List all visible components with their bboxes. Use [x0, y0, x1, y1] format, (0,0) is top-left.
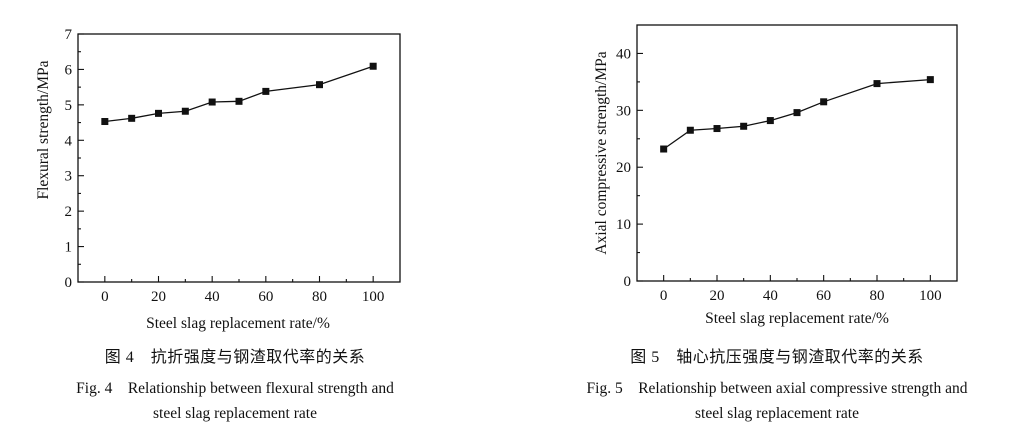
flexural-data-point [181, 107, 189, 115]
flexural-data-point [155, 109, 162, 117]
axial-x-tick-label: 80 [870, 288, 885, 304]
figure-4-caption: 图 4 抗折强度与钢渣取代率的关系 Fig. 4 Relationship be… [0, 343, 470, 426]
axial-y-tick-label: 20 [616, 160, 631, 176]
flexural-data-point [369, 62, 377, 70]
flexural-x-tick-label: 40 [205, 289, 220, 305]
flexural-y-tick-label: 3 [65, 169, 73, 185]
axial-data-point [660, 145, 668, 153]
flexural-data-point [101, 118, 109, 126]
flexural-plot-frame [77, 33, 401, 283]
axial-y-tick-label: 10 [616, 217, 631, 233]
flexural-y-tick-label: 4 [65, 133, 73, 149]
axial-compressive-strength-chart: 0 20 40 60 80 100 0 10 20 30 40 Steel slag replace… [593, 24, 958, 327]
axial-y-tick-label: 40 [616, 46, 631, 62]
axial-x-tick-label: 20 [710, 288, 725, 304]
flexural-y-tick-label: 0 [65, 275, 73, 291]
flexural-x-tick-label: 0 [101, 289, 109, 305]
flexural-series-line [104, 65, 374, 123]
axial-data-point [926, 76, 934, 84]
flexural-strength-chart: 0 20 40 60 80 100 0 1 2 3 4 5 6 7 Steel slag replacem… [35, 27, 401, 332]
axial-y-tick-label: 0 [624, 274, 632, 290]
figure-5-caption-english-line1: Fig. 5 Relationship between axial compre… [586, 380, 968, 397]
flexural-y-tick-label: 2 [65, 204, 73, 220]
axial-x-tick-label: 60 [816, 288, 831, 304]
flexural-y-tick-label: 7 [65, 27, 73, 43]
figure-4-caption-english-line1: Fig. 4 Relationship between flexural str… [76, 380, 394, 397]
axial-x-tick-label: 40 [763, 288, 778, 304]
flexural-x-tick-label: 100 [362, 289, 385, 305]
axial-y-tick-label: 30 [616, 103, 631, 119]
axial-data-point [793, 109, 801, 117]
flexural-y-tick-label: 6 [65, 62, 73, 78]
axial-data-point [740, 122, 748, 130]
flexural-x-tick-label: 80 [312, 289, 327, 305]
flexural-y-tick-label: 5 [65, 98, 73, 114]
flexural-x-axis-title: Steel slag replacement rate/% [146, 315, 330, 332]
figure-5-caption-english-line2: steel slag replacement rate [695, 405, 859, 422]
figure-5-caption: 图 5 轴心抗压强度与钢渣取代率的关系 Fig. 5 Relationship … [530, 343, 1024, 426]
figure-4-caption-chinese: 图 4 抗折强度与钢渣取代率的关系 [104, 349, 366, 366]
flexural-data-point [262, 87, 270, 95]
flexural-x-tick-label: 20 [151, 289, 166, 305]
axial-x-axis-title: Steel slag replacement rate/% [705, 310, 889, 327]
flexural-y-axis-title: Flexural strength/MPa [35, 60, 52, 199]
axial-y-axis-title: Axial compressive strength/MPa [593, 51, 610, 254]
axial-x-tick-label: 0 [660, 288, 668, 304]
flexural-data-point [208, 98, 216, 106]
flexural-data-point [128, 114, 136, 122]
figure-4-caption-english-line2: steel slag replacement rate [153, 405, 317, 422]
axial-plot-frame [636, 24, 958, 282]
figure-5-caption-chinese: 图 5 轴心抗压强度与钢渣取代率的关系 [630, 349, 924, 366]
axial-data-point [686, 126, 694, 134]
axial-x-tick-label: 100 [919, 288, 942, 304]
flexural-data-point [316, 81, 323, 89]
flexural-marks: 0 20 40 60 80 100 0 1 2 3 4 5 6 7 [65, 27, 401, 305]
flexural-y-tick-label: 1 [65, 240, 73, 256]
axial-data-point [873, 80, 881, 88]
flexural-data-point [235, 97, 243, 105]
axial-data-point [766, 117, 774, 125]
flexural-x-tick-label: 60 [258, 289, 273, 305]
axial-data-point [820, 98, 828, 106]
axial-data-point [713, 125, 721, 133]
axial-marks: 0 20 40 60 80 100 0 10 20 30 40 [616, 24, 958, 304]
